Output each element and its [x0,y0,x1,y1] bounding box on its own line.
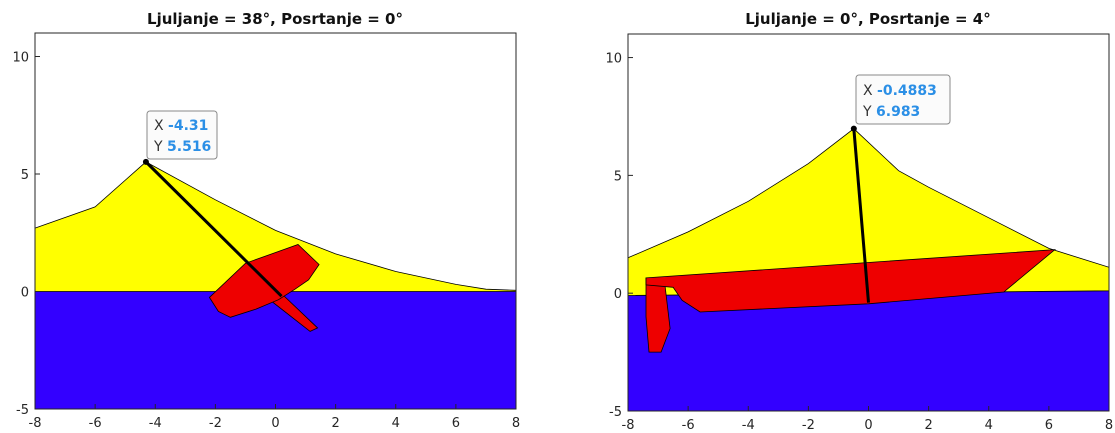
right-y-tick-label: -5 [609,405,622,420]
left-y-tick-label: -5 [16,403,29,418]
right-x-tick-label: 2 [924,418,932,433]
right-datatip-y-label: Y [862,104,872,120]
right-hull-shape [645,249,1057,313]
left-y-tick-label: 5 [21,168,29,183]
right-chart-title: Ljuljanje = 0°, Posrtanje = 4° [745,10,991,28]
svg-text:X -0.4883: X -0.4883 [863,83,937,99]
left-x-tick-label: -8 [29,416,42,431]
right-x-tick-label: 6 [1045,418,1053,433]
left-datatip-x-value: -4.31 [168,118,208,134]
left-datatip-x-label: X [154,118,164,134]
right-y-tick-label: 0 [614,287,622,302]
right-y-tick-label: 5 [614,169,622,184]
right-chart-panel: Ljuljanje = 0°, Posrtanje = 4° -8 -6 -4 -2 0… [605,10,1113,433]
right-axis-ticks: -8 -6 -4 -2 0 2 4 6 8 -5 0 5 10 [605,52,1113,433]
right-datatip-x-label: X [863,83,873,99]
left-chart-title: Ljuljanje = 38°, Posrtanje = 0° [147,10,403,28]
right-x-tick-label: 0 [864,418,872,433]
right-y-tick-label: 10 [605,52,622,67]
left-x-tick-label: 2 [331,416,339,431]
right-x-tick-label: 8 [1105,418,1113,433]
right-mast-line [852,128,870,303]
left-y-tick-label: 10 [12,51,29,66]
left-x-tick-label: 0 [271,416,279,431]
right-mast-top-point[interactable] [850,125,857,132]
svg-text:X -4.31: X -4.31 [154,118,208,134]
right-datatip[interactable]: X -0.4883 Y 6.983 [855,74,951,125]
left-water-area [35,291,516,409]
right-x-tick-label: -2 [802,418,815,433]
left-x-tick-label: -6 [89,416,102,431]
left-x-tick-label: 6 [452,416,460,431]
right-water-area [628,290,1109,411]
left-axis-ticks: -8 -6 -4 -2 0 2 4 6 8 -5 0 5 10 [12,51,520,432]
left-datatip-y-label: Y [153,139,163,155]
left-x-tick-label: -4 [149,416,162,431]
left-x-tick-label: -2 [209,416,222,431]
svg-text:Y 5.516: Y 5.516 [153,139,211,155]
left-datatip-box [146,110,218,160]
left-x-tick-label: 8 [512,416,520,431]
left-mast-line [144,160,283,298]
right-x-tick-label: -6 [682,418,695,433]
left-chart-panel: Ljuljanje = 38°, Posrtanje = 0° -8 -6 -4 -2… [12,10,520,431]
left-plot-content [34,158,517,409]
left-y-tick-label: 0 [21,286,29,301]
svg-text:Y 6.983: Y 6.983 [862,104,920,120]
right-datatip-box [855,74,951,125]
right-plot-content [627,125,1110,411]
left-mast-top-point[interactable] [142,158,149,165]
left-x-tick-label: 4 [392,416,400,431]
right-datatip-y-value: 6.983 [876,104,920,120]
left-datatip[interactable]: X -4.31 Y 5.516 [146,110,218,160]
right-x-tick-label: -8 [622,418,635,433]
right-x-tick-label: -4 [742,418,755,433]
right-datatip-x-value: -0.4883 [877,83,937,99]
right-x-tick-label: 4 [985,418,993,433]
left-datatip-y-value: 5.516 [167,139,211,155]
